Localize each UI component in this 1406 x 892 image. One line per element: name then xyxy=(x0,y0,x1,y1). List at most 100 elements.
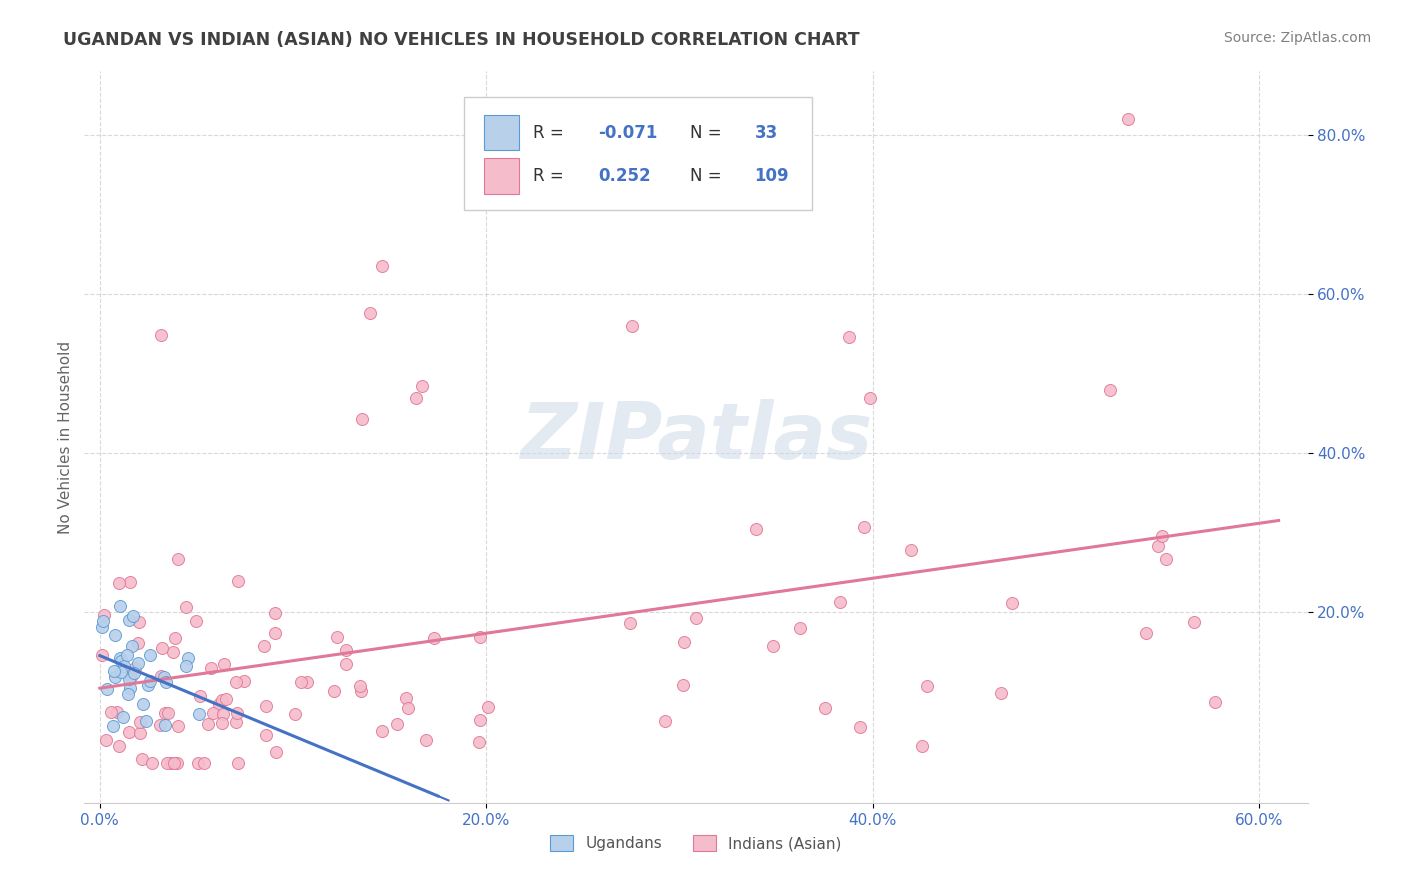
Point xyxy=(266,745,288,759)
Point xyxy=(127,635,149,649)
Point xyxy=(838,330,860,344)
Point xyxy=(128,726,150,740)
Point xyxy=(477,699,499,714)
Point xyxy=(162,645,184,659)
Point xyxy=(111,709,134,723)
Text: 109: 109 xyxy=(755,167,789,185)
Point xyxy=(295,675,318,690)
Point xyxy=(1182,615,1205,629)
Point xyxy=(212,657,235,672)
Text: 33: 33 xyxy=(755,124,778,142)
Point xyxy=(135,714,157,728)
Point xyxy=(371,259,394,273)
Point xyxy=(411,378,433,392)
Point xyxy=(139,673,162,688)
Point xyxy=(118,725,141,739)
Point xyxy=(120,670,142,684)
Point xyxy=(166,756,188,770)
Point xyxy=(326,630,349,644)
Point xyxy=(117,687,139,701)
Point xyxy=(118,681,141,695)
Point xyxy=(108,651,131,665)
Text: R =: R = xyxy=(533,167,569,185)
Point xyxy=(155,717,177,731)
Point xyxy=(468,714,491,728)
Point xyxy=(468,735,491,749)
Legend: Ugandans, Indians (Asian): Ugandans, Indians (Asian) xyxy=(544,830,848,857)
Point xyxy=(132,697,155,711)
Point xyxy=(211,715,233,730)
Point xyxy=(762,639,785,653)
Point xyxy=(322,683,344,698)
Point xyxy=(349,679,371,693)
Point xyxy=(253,639,276,653)
Bar xyxy=(484,115,519,151)
Point xyxy=(849,720,872,734)
Point xyxy=(900,543,922,558)
Point xyxy=(105,705,128,719)
Point xyxy=(150,327,173,342)
Point xyxy=(124,660,146,674)
Point xyxy=(226,574,249,589)
Point xyxy=(264,606,287,620)
Point xyxy=(91,614,114,628)
Text: UGANDAN VS INDIAN (ASIAN) NO VEHICLES IN HOUSEHOLD CORRELATION CHART: UGANDAN VS INDIAN (ASIAN) NO VEHICLES IN… xyxy=(63,31,860,49)
Point xyxy=(396,701,419,715)
Point xyxy=(202,706,225,720)
Point xyxy=(101,719,124,733)
Point xyxy=(149,668,172,682)
Point xyxy=(620,319,643,334)
Point xyxy=(1001,596,1024,610)
Point xyxy=(371,724,394,739)
Point xyxy=(990,685,1012,699)
Point xyxy=(830,595,852,609)
Point xyxy=(104,670,127,684)
Point xyxy=(1204,695,1226,709)
Point xyxy=(468,630,491,644)
Text: -0.071: -0.071 xyxy=(598,124,658,142)
Point xyxy=(93,608,115,623)
Point xyxy=(685,611,707,625)
Point xyxy=(226,756,249,770)
Point xyxy=(672,678,695,692)
Point xyxy=(214,692,236,706)
Point xyxy=(149,717,172,731)
Point xyxy=(915,679,938,693)
Point xyxy=(188,689,211,703)
Point xyxy=(100,705,122,719)
Point xyxy=(423,631,446,645)
Point xyxy=(120,575,142,590)
Point xyxy=(156,706,179,721)
Text: R =: R = xyxy=(533,124,569,142)
Point xyxy=(121,639,143,653)
Point xyxy=(290,675,312,690)
Point xyxy=(112,659,135,673)
Point xyxy=(90,620,112,634)
Point xyxy=(233,674,256,689)
Point xyxy=(814,700,837,714)
Point xyxy=(745,522,768,536)
Point xyxy=(115,648,138,663)
Point xyxy=(90,648,112,663)
Point xyxy=(94,732,117,747)
Point xyxy=(350,412,373,426)
Text: 0.252: 0.252 xyxy=(598,167,651,185)
Point xyxy=(852,520,875,534)
Point xyxy=(359,306,381,320)
Point xyxy=(122,666,145,681)
Point xyxy=(160,756,183,770)
Point xyxy=(118,672,141,686)
Point xyxy=(284,706,307,721)
Point xyxy=(254,728,277,742)
Point xyxy=(166,552,188,566)
Point xyxy=(1154,552,1177,566)
Point xyxy=(128,715,150,730)
Point xyxy=(225,675,247,690)
Point xyxy=(264,626,287,640)
Point xyxy=(193,756,215,770)
Point xyxy=(153,670,176,684)
Point xyxy=(1135,626,1157,640)
Point xyxy=(104,628,127,642)
Point xyxy=(174,659,197,673)
Point xyxy=(619,615,641,630)
